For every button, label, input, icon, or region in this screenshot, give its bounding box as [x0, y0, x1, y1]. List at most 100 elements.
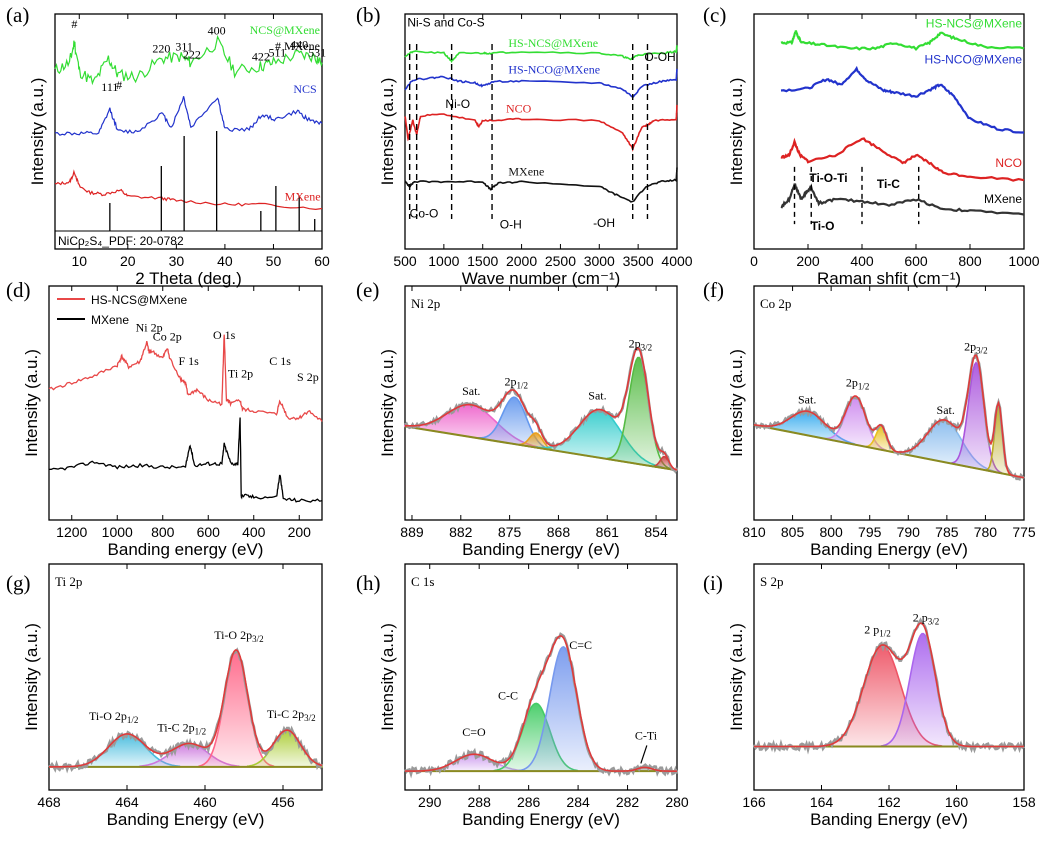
inset-title: S 2p: [760, 574, 783, 589]
reference-label: NiCo₂S₄_PDF: 20-0782: [58, 234, 184, 248]
series-line: [780, 65, 1024, 134]
envelope-line: [404, 346, 678, 471]
plot-frame: [753, 285, 1025, 521]
annotation: Ni 2p: [136, 321, 163, 335]
annotation: C 1s: [269, 354, 291, 368]
x-tick-label: 460: [193, 794, 217, 810]
peak-label: Ti-O 2p1/2: [89, 709, 138, 725]
peak-label: 422: [252, 50, 270, 64]
x-axis-label: Banding Energy (eV): [810, 540, 968, 559]
background-line: [404, 425, 678, 472]
x-tick-label: 889: [400, 524, 424, 540]
x-tick-label: 40: [217, 253, 233, 269]
x-tick-label: 400: [850, 253, 874, 269]
x-tick-label: 1000: [1008, 253, 1039, 269]
series-label: NCO: [995, 156, 1022, 170]
series-line-ncs: [54, 96, 323, 136]
peak-label: #: [116, 78, 122, 92]
x-tick-label: 160: [945, 794, 969, 810]
envelope-line: [404, 635, 677, 772]
x-tick-label: 290: [418, 794, 442, 810]
y-axis-label: Intensity (a.u.): [378, 623, 397, 731]
series-line: [404, 45, 678, 64]
legend-entry: NCS@MXene: [250, 23, 320, 37]
x-tick-label: 50: [266, 253, 282, 269]
panel-letter: (e): [356, 278, 379, 302]
series-line-ncs-mxene: [54, 34, 323, 86]
x-tick-label: 1200: [56, 524, 87, 540]
peak-label: 511: [269, 46, 287, 60]
x-tick-label: 795: [858, 524, 882, 540]
x-axis-label: 2 Theta (deg.): [135, 269, 241, 288]
plot-frame: [54, 13, 323, 250]
annotation: Co-O: [410, 207, 439, 221]
series-line: [404, 104, 678, 152]
peak-label: C=C: [569, 638, 592, 652]
inset-title: Ni 2p: [411, 296, 440, 311]
legend-entry: HS-NCS@MXene: [91, 293, 188, 307]
x-tick-label: 861: [596, 524, 620, 540]
x-axis-label: Banding energy (eV): [108, 540, 264, 559]
x-tick-label: 200: [796, 253, 820, 269]
y-axis-label: Intensity (a.u.): [727, 349, 746, 457]
annotation: F 1s: [179, 354, 200, 368]
peak-label: 2p1/2: [504, 374, 528, 390]
series-label: NCO: [506, 102, 532, 116]
peak-label: Ti-C 2p1/2: [157, 721, 206, 737]
x-tick-label: 810: [742, 524, 766, 540]
x-tick-label: 600: [197, 524, 221, 540]
peak-label: 222: [183, 48, 201, 62]
peak-label: 311: [175, 39, 193, 53]
x-tick-label: 60: [314, 253, 330, 269]
annotation: Ni-O: [445, 97, 470, 111]
y-axis-label: Intensity (a.u.): [28, 78, 47, 186]
annotation: S 2p: [297, 370, 319, 384]
y-axis-label: Intensity (a.u.): [727, 623, 746, 731]
x-tick-label: 468: [37, 794, 61, 810]
peak-label: Sat.: [462, 384, 480, 398]
x-tick-label: 780: [974, 524, 998, 540]
plot-frame: [404, 285, 678, 521]
x-tick-label: 280: [665, 794, 689, 810]
x-tick-label: 282: [616, 794, 640, 810]
panel-letter: (f): [703, 278, 724, 302]
peak-label: Ti-C 2p3/2: [267, 707, 316, 723]
peak-label: C=O: [462, 725, 486, 739]
annotation: Ti 2p: [228, 366, 253, 380]
plot-frame: [48, 563, 323, 791]
x-tick-label: 10: [71, 253, 87, 269]
raw-data-line: [403, 632, 679, 779]
x-tick-label: 400: [242, 524, 266, 540]
x-axis-label: Raman shfit (cm⁻¹): [817, 269, 961, 288]
inset-title: C 1s: [411, 574, 434, 589]
peak-label: Sat.: [588, 389, 606, 403]
envelope-line: [753, 354, 1025, 479]
peak-label: Sat.: [798, 392, 816, 406]
x-tick-label: 288: [468, 794, 492, 810]
x-tick-label: 875: [498, 524, 522, 540]
background-line: [753, 423, 1025, 479]
annotation: Ti-O: [811, 219, 835, 233]
panel-letter: (i): [703, 571, 723, 595]
x-axis-label: Banding Energy (eV): [462, 540, 620, 559]
panel-letter: (g): [6, 571, 31, 595]
legend-entry: MXene: [91, 313, 129, 327]
series-label: HS-NCO@MXene: [508, 63, 600, 77]
plot-frame: [48, 285, 323, 521]
x-tick-label: 20: [120, 253, 136, 269]
x-tick-label: 854: [644, 524, 668, 540]
x-tick-label: 600: [904, 253, 928, 269]
plot-frame: [404, 563, 678, 791]
series-label: MXene: [508, 164, 544, 178]
x-tick-label: 790: [897, 524, 921, 540]
x-axis-label: Banding Energy (eV): [462, 810, 620, 829]
annotation: O 1s: [213, 328, 236, 342]
annotation: Ti-O-Ti: [809, 171, 847, 185]
inset-title: Ti 2p: [55, 574, 82, 589]
x-tick-label: 158: [1012, 794, 1036, 810]
x-tick-label: 785: [935, 524, 959, 540]
series-label: HS-NCS@MXene: [508, 36, 598, 50]
series-label: MXene: [285, 189, 321, 203]
x-tick-label: 200: [288, 524, 312, 540]
